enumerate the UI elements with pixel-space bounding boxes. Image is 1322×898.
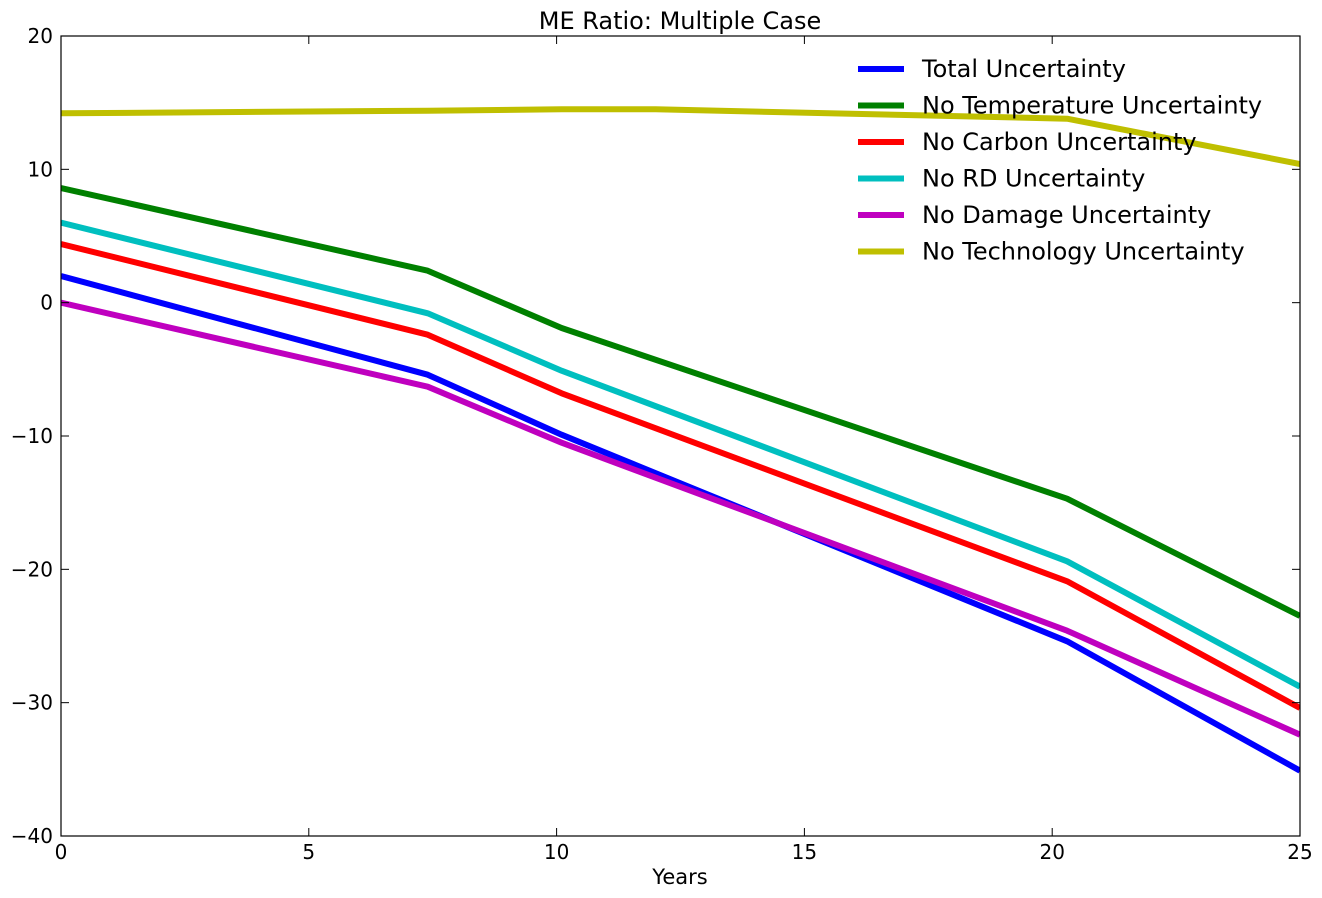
legend-label-3: No Carbon Uncertainty <box>922 128 1197 156</box>
x-tick-label: 10 <box>544 840 569 864</box>
y-tick-label: −20 <box>11 557 53 581</box>
legend-label-1: Total Uncertainty <box>921 55 1126 83</box>
legend: Total Uncertainty No Temperature Uncertai… <box>858 55 1262 266</box>
series-line-1 <box>61 273 1300 774</box>
series-line-4 <box>61 219 1300 690</box>
legend-label-4: No RD Uncertainty <box>922 165 1145 193</box>
ticks-layer: 0 5 10 15 20 25 −40 −30 −20 −10 0 10 20 <box>11 24 1313 864</box>
y-tick-label: 20 <box>28 24 53 48</box>
x-tick-label: 0 <box>55 840 68 864</box>
legend-label-6: No Technology Uncertainty <box>922 238 1245 266</box>
y-tick-label: 0 <box>40 291 53 315</box>
y-tick-label: −40 <box>11 824 53 848</box>
y-tick-label: −30 <box>11 691 53 715</box>
x-tick-label: 20 <box>1039 840 1064 864</box>
y-tick-label: 10 <box>28 157 53 181</box>
chart-title: ME Ratio: Multiple Case <box>539 7 822 35</box>
x-axis-label: Years <box>651 865 707 889</box>
x-tick-label: 5 <box>302 840 315 864</box>
y-tick-label: −10 <box>11 424 53 448</box>
series-line-6 <box>61 106 1300 167</box>
series-line-5 <box>61 299 1300 738</box>
series-line-3 <box>61 241 1300 711</box>
x-tick-label: 25 <box>1287 840 1312 864</box>
series-line-2 <box>61 185 1300 619</box>
legend-label-2: No Temperature Uncertainty <box>922 92 1262 120</box>
x-tick-label: 15 <box>792 840 817 864</box>
series-layer <box>61 106 1300 774</box>
legend-label-5: No Damage Uncertainty <box>922 201 1211 229</box>
